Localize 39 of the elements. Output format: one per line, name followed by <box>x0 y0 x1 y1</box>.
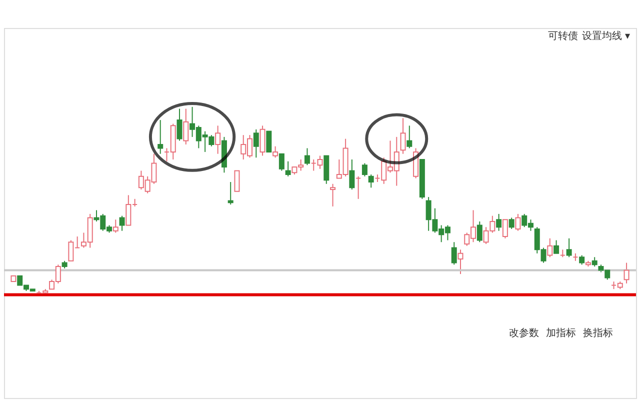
candlestick <box>579 254 585 266</box>
candlestick <box>496 213 502 232</box>
text: 可转债 <box>548 30 578 42</box>
candlestick <box>624 262 630 284</box>
candlestick <box>566 238 572 258</box>
candlestick <box>158 120 164 154</box>
candlestick <box>554 240 560 254</box>
candlestick <box>176 108 182 142</box>
text: 改参数 <box>509 327 539 339</box>
candlestick <box>112 219 118 234</box>
candlestick <box>183 108 189 145</box>
candlestick <box>272 146 278 158</box>
candlestick <box>362 162 368 177</box>
candlestick <box>266 130 272 152</box>
candlestick <box>228 182 234 206</box>
candlestick <box>400 118 406 154</box>
candlestick <box>502 219 508 239</box>
candlestick <box>304 148 310 166</box>
candlestick <box>451 242 457 266</box>
candlestick <box>508 217 514 230</box>
candlestick <box>234 170 240 192</box>
candlestick <box>260 125 266 156</box>
candlestick <box>253 128 259 158</box>
candlestick <box>119 215 125 232</box>
text: 设置均线 ▾ <box>582 30 630 42</box>
candlestick <box>458 249 464 275</box>
candlestick <box>215 125 221 154</box>
text: 加指标 <box>546 327 576 339</box>
candlestick <box>349 158 355 190</box>
candlestick <box>476 220 482 243</box>
candlestick <box>368 174 374 188</box>
text: 换指标 <box>583 327 613 339</box>
candlestick <box>330 183 336 207</box>
candlestick <box>285 160 291 177</box>
candlestick <box>278 153 284 172</box>
candlestick <box>406 125 412 149</box>
candlestick <box>592 256 598 268</box>
candlestick <box>547 238 553 258</box>
candlestick <box>515 213 521 232</box>
